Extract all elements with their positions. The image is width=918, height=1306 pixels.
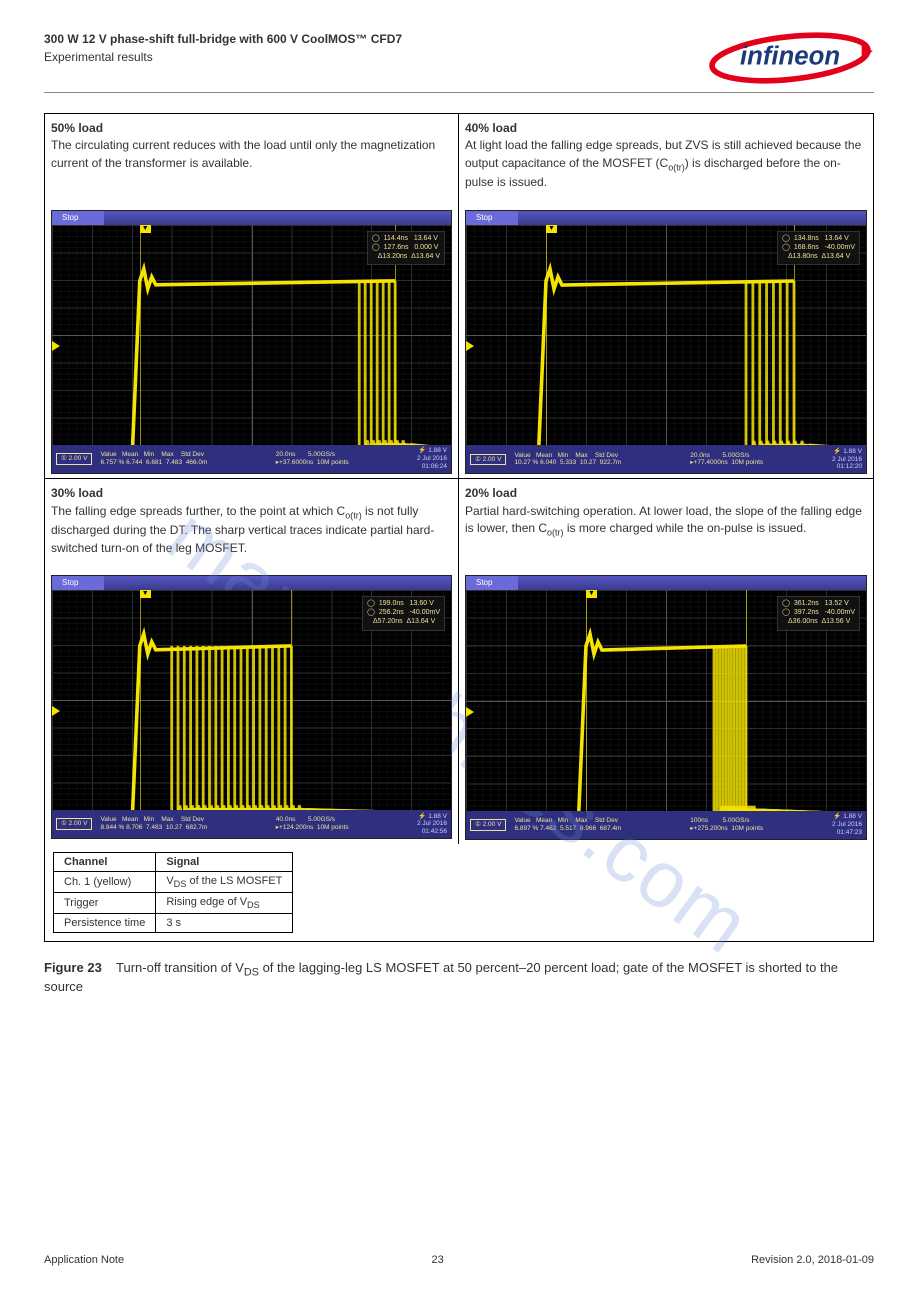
figure-label: Figure 23 Turn-off transition of VDS of … bbox=[44, 960, 874, 994]
scope-bottombar: ① 2.00 VValue Mean Min Max Std Dev 6.757… bbox=[52, 445, 451, 473]
figure-number: Figure 23 bbox=[44, 960, 102, 975]
caption-20pct: 20% loadPartial hard-switching operation… bbox=[465, 485, 867, 569]
svg-text:infineon: infineon bbox=[740, 43, 840, 71]
table-row: Ch. 1 (yellow) VDS of the LS MOSFET bbox=[54, 871, 293, 892]
page-footer: Application Note 23 Revision 2.0, 2018-0… bbox=[44, 1254, 874, 1266]
cell-30pct: 30% loadThe falling edge spreads further… bbox=[45, 479, 459, 843]
caption-30pct: 30% loadThe falling edge spreads further… bbox=[51, 485, 452, 569]
scope-readout: ◯ 361.2ns 13.52 V ◯ 397.2ns -40.00mV Δ36… bbox=[777, 596, 860, 630]
doc-subtitle: Experimental results bbox=[44, 48, 402, 66]
table-row: Trigger Rising edge of VDS bbox=[54, 893, 293, 914]
caption-50pct: 50% loadThe circulating current reduces … bbox=[51, 120, 452, 204]
scope-plot: ▼◯ 114.4ns 13.64 V ◯ 127.6ns 0.000 V Δ13… bbox=[52, 225, 451, 445]
scope-stop-label: Stop bbox=[52, 211, 104, 225]
infineon-logo: infineon bbox=[706, 30, 874, 86]
footer-right: Revision 2.0, 2018-01-09 bbox=[751, 1254, 874, 1266]
scope-stop-label: Stop bbox=[52, 576, 104, 590]
cell-40pct: 40% loadAt light load the falling edge s… bbox=[459, 114, 873, 479]
scope-stop-label: Stop bbox=[466, 576, 518, 590]
table-row: Persistence time 3 s bbox=[54, 914, 293, 933]
scope-readout: ◯ 134.8ns 13.64 V ◯ 168.6ns -40.00mV Δ13… bbox=[777, 231, 860, 265]
legend-table: Channel Signal Ch. 1 (yellow) VDS of the… bbox=[53, 852, 293, 933]
legend-wrap: Channel Signal Ch. 1 (yellow) VDS of the… bbox=[45, 844, 873, 941]
cell-50pct: 50% loadThe circulating current reduces … bbox=[45, 114, 459, 479]
legend-col-channel: Channel bbox=[54, 852, 156, 871]
header-text: 300 W 12 V phase-shift full-bridge with … bbox=[44, 30, 402, 66]
caption-40pct: 40% loadAt light load the falling edge s… bbox=[465, 120, 867, 204]
scope-30pct: Stop▼◯ 199.0ns 13.60 V ◯ 256.2ns -40.00m… bbox=[51, 575, 452, 839]
scope-40pct: Stop▼◯ 134.8ns 13.64 V ◯ 168.6ns -40.00m… bbox=[465, 210, 867, 474]
footer-left: Application Note bbox=[44, 1254, 124, 1266]
scope-bottombar: ① 2.00 VValue Mean Min Max Std Dev 8.844… bbox=[52, 810, 451, 838]
scope-bottombar: ① 2.00 VValue Mean Min Max Std Dev 6.897… bbox=[466, 811, 866, 839]
doc-title: 300 W 12 V phase-shift full-bridge with … bbox=[44, 30, 402, 48]
footer-center: 23 bbox=[431, 1254, 443, 1266]
scope-plot: ▼◯ 199.0ns 13.60 V ◯ 256.2ns -40.00mV Δ5… bbox=[52, 590, 451, 810]
cell-20pct: 20% loadPartial hard-switching operation… bbox=[459, 479, 873, 843]
scope-stop-label: Stop bbox=[466, 211, 518, 225]
scope-readout: ◯ 114.4ns 13.64 V ◯ 127.6ns 0.000 V Δ13.… bbox=[367, 231, 445, 265]
page-header: 300 W 12 V phase-shift full-bridge with … bbox=[44, 30, 874, 93]
scope-20pct: Stop▼◯ 361.2ns 13.52 V ◯ 397.2ns -40.00m… bbox=[465, 575, 867, 839]
scope-plot: ▼◯ 361.2ns 13.52 V ◯ 397.2ns -40.00mV Δ3… bbox=[466, 590, 866, 810]
figure-caption: Turn-off transition of VDS of the laggin… bbox=[44, 960, 838, 994]
figure-grid: 50% loadThe circulating current reduces … bbox=[44, 113, 874, 942]
scope-readout: ◯ 199.0ns 13.60 V ◯ 256.2ns -40.00mV Δ57… bbox=[362, 596, 445, 630]
scope-50pct: Stop▼◯ 114.4ns 13.64 V ◯ 127.6ns 0.000 V… bbox=[51, 210, 452, 474]
scope-plot: ▼◯ 134.8ns 13.64 V ◯ 168.6ns -40.00mV Δ1… bbox=[466, 225, 866, 445]
scope-bottombar: ① 2.00 VValue Mean Min Max Std Dev 10.27… bbox=[466, 445, 866, 473]
legend-col-signal: Signal bbox=[156, 852, 293, 871]
